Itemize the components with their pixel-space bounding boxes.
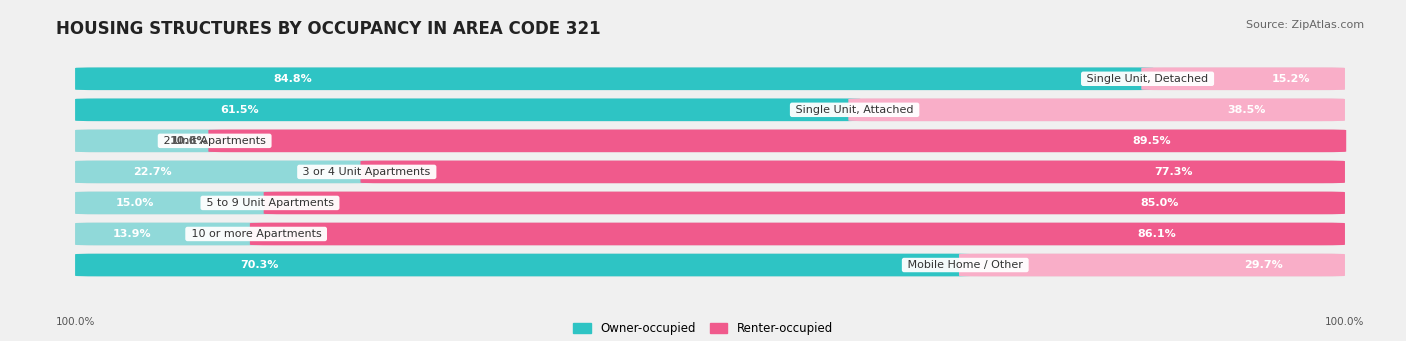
FancyBboxPatch shape bbox=[959, 254, 1346, 276]
Text: 61.5%: 61.5% bbox=[221, 105, 259, 115]
FancyBboxPatch shape bbox=[75, 161, 373, 183]
Text: 29.7%: 29.7% bbox=[1244, 260, 1282, 270]
Text: 77.3%: 77.3% bbox=[1154, 167, 1192, 177]
FancyBboxPatch shape bbox=[75, 68, 1154, 90]
Text: Single Unit, Attached: Single Unit, Attached bbox=[792, 105, 917, 115]
FancyBboxPatch shape bbox=[75, 99, 1346, 121]
FancyBboxPatch shape bbox=[75, 192, 276, 214]
Text: 10.6%: 10.6% bbox=[170, 136, 208, 146]
FancyBboxPatch shape bbox=[75, 223, 263, 245]
Text: 2 Unit Apartments: 2 Unit Apartments bbox=[160, 136, 270, 146]
Text: 5 to 9 Unit Apartments: 5 to 9 Unit Apartments bbox=[202, 198, 337, 208]
FancyBboxPatch shape bbox=[848, 99, 1346, 121]
FancyBboxPatch shape bbox=[75, 130, 1346, 152]
Text: 13.9%: 13.9% bbox=[112, 229, 152, 239]
Text: HOUSING STRUCTURES BY OCCUPANCY IN AREA CODE 321: HOUSING STRUCTURES BY OCCUPANCY IN AREA … bbox=[56, 20, 600, 39]
FancyBboxPatch shape bbox=[75, 254, 972, 276]
FancyBboxPatch shape bbox=[75, 192, 1346, 214]
FancyBboxPatch shape bbox=[75, 161, 1346, 183]
Text: 89.5%: 89.5% bbox=[1132, 136, 1171, 146]
Text: 85.0%: 85.0% bbox=[1140, 198, 1178, 208]
Text: 38.5%: 38.5% bbox=[1227, 105, 1265, 115]
FancyBboxPatch shape bbox=[360, 161, 1346, 183]
Text: 100.0%: 100.0% bbox=[1324, 317, 1364, 327]
Text: 15.2%: 15.2% bbox=[1271, 74, 1310, 84]
FancyBboxPatch shape bbox=[75, 254, 1346, 276]
Text: 70.3%: 70.3% bbox=[240, 260, 278, 270]
Text: 10 or more Apartments: 10 or more Apartments bbox=[187, 229, 325, 239]
FancyBboxPatch shape bbox=[208, 130, 1346, 152]
FancyBboxPatch shape bbox=[1142, 68, 1346, 90]
Text: 3 or 4 Unit Apartments: 3 or 4 Unit Apartments bbox=[299, 167, 434, 177]
Text: Source: ZipAtlas.com: Source: ZipAtlas.com bbox=[1246, 20, 1364, 30]
Text: 86.1%: 86.1% bbox=[1137, 229, 1177, 239]
Text: 84.8%: 84.8% bbox=[273, 74, 312, 84]
Legend: Owner-occupied, Renter-occupied: Owner-occupied, Renter-occupied bbox=[572, 322, 834, 335]
Text: 22.7%: 22.7% bbox=[132, 167, 172, 177]
FancyBboxPatch shape bbox=[75, 223, 1346, 245]
FancyBboxPatch shape bbox=[264, 192, 1346, 214]
Text: Single Unit, Detached: Single Unit, Detached bbox=[1083, 74, 1212, 84]
Text: 100.0%: 100.0% bbox=[56, 317, 96, 327]
FancyBboxPatch shape bbox=[75, 99, 860, 121]
FancyBboxPatch shape bbox=[75, 68, 1346, 90]
Text: Mobile Home / Other: Mobile Home / Other bbox=[904, 260, 1026, 270]
Text: 15.0%: 15.0% bbox=[115, 198, 153, 208]
FancyBboxPatch shape bbox=[250, 223, 1346, 245]
FancyBboxPatch shape bbox=[75, 130, 221, 152]
